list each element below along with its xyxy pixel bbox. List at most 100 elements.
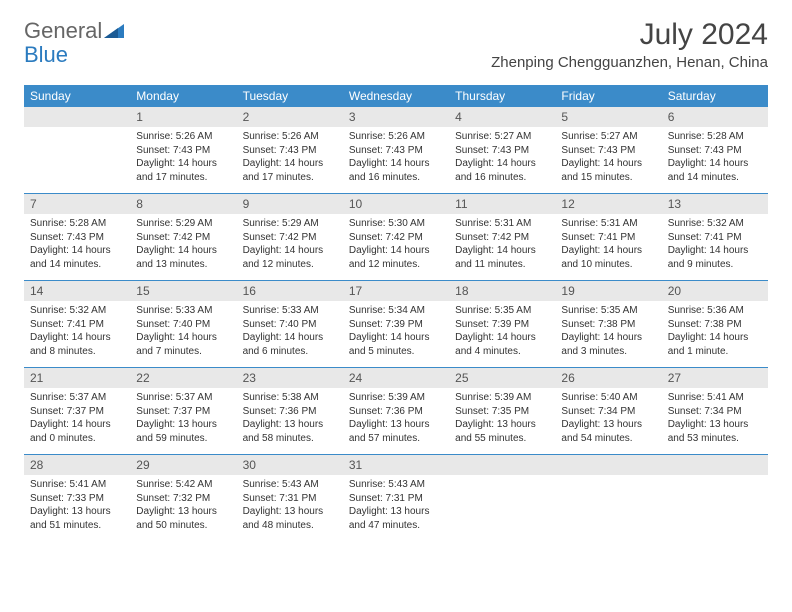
day-line: Sunset: 7:38 PM	[668, 318, 762, 332]
day-body: Sunrise: 5:41 AMSunset: 7:34 PMDaylight:…	[662, 388, 768, 449]
day-line: Sunset: 7:43 PM	[243, 144, 337, 158]
day-line: Sunrise: 5:33 AM	[136, 304, 230, 318]
day-cell: 11Sunrise: 5:31 AMSunset: 7:42 PMDayligh…	[449, 194, 555, 280]
day-line: Daylight: 13 hours and 48 minutes.	[243, 505, 337, 532]
day-line: Sunrise: 5:27 AM	[561, 130, 655, 144]
day-cell: 13Sunrise: 5:32 AMSunset: 7:41 PMDayligh…	[662, 194, 768, 280]
day-line: Sunrise: 5:28 AM	[30, 217, 124, 231]
day-cell: 15Sunrise: 5:33 AMSunset: 7:40 PMDayligh…	[130, 281, 236, 367]
day-number: 29	[130, 455, 236, 475]
day-cell: 23Sunrise: 5:38 AMSunset: 7:36 PMDayligh…	[237, 368, 343, 454]
day-cell: 14Sunrise: 5:32 AMSunset: 7:41 PMDayligh…	[24, 281, 130, 367]
day-line: Sunset: 7:31 PM	[243, 492, 337, 506]
weekday-cell: Monday	[130, 85, 236, 107]
day-cell: 29Sunrise: 5:42 AMSunset: 7:32 PMDayligh…	[130, 455, 236, 541]
day-line: Sunset: 7:40 PM	[243, 318, 337, 332]
day-number: 2	[237, 107, 343, 127]
day-number: 20	[662, 281, 768, 301]
day-line: Daylight: 14 hours and 7 minutes.	[136, 331, 230, 358]
day-line: Daylight: 14 hours and 10 minutes.	[561, 244, 655, 271]
day-line: Daylight: 14 hours and 1 minute.	[668, 331, 762, 358]
day-body: Sunrise: 5:31 AMSunset: 7:41 PMDaylight:…	[555, 214, 661, 275]
logo-text-2: Blue	[24, 42, 68, 67]
day-number: 1	[130, 107, 236, 127]
day-line: Daylight: 14 hours and 16 minutes.	[349, 157, 443, 184]
day-line: Daylight: 14 hours and 14 minutes.	[30, 244, 124, 271]
day-line: Sunrise: 5:37 AM	[30, 391, 124, 405]
day-body: Sunrise: 5:33 AMSunset: 7:40 PMDaylight:…	[237, 301, 343, 362]
day-number: 10	[343, 194, 449, 214]
day-line: Sunset: 7:42 PM	[243, 231, 337, 245]
day-line: Sunrise: 5:29 AM	[243, 217, 337, 231]
weekday-cell: Wednesday	[343, 85, 449, 107]
day-number: 3	[343, 107, 449, 127]
day-cell: 2Sunrise: 5:26 AMSunset: 7:43 PMDaylight…	[237, 107, 343, 193]
day-line: Sunset: 7:31 PM	[349, 492, 443, 506]
day-body: Sunrise: 5:33 AMSunset: 7:40 PMDaylight:…	[130, 301, 236, 362]
day-line: Daylight: 14 hours and 14 minutes.	[668, 157, 762, 184]
day-line: Sunrise: 5:43 AM	[349, 478, 443, 492]
day-line: Daylight: 13 hours and 59 minutes.	[136, 418, 230, 445]
day-number	[449, 455, 555, 475]
day-number	[555, 455, 661, 475]
day-body: Sunrise: 5:30 AMSunset: 7:42 PMDaylight:…	[343, 214, 449, 275]
day-number: 31	[343, 455, 449, 475]
day-line: Sunrise: 5:30 AM	[349, 217, 443, 231]
week-row: 21Sunrise: 5:37 AMSunset: 7:37 PMDayligh…	[24, 368, 768, 455]
day-body: Sunrise: 5:43 AMSunset: 7:31 PMDaylight:…	[237, 475, 343, 536]
day-line: Daylight: 14 hours and 12 minutes.	[243, 244, 337, 271]
day-line: Sunset: 7:43 PM	[30, 231, 124, 245]
day-cell: 22Sunrise: 5:37 AMSunset: 7:37 PMDayligh…	[130, 368, 236, 454]
day-line: Daylight: 13 hours and 47 minutes.	[349, 505, 443, 532]
day-body	[662, 475, 768, 482]
day-line: Daylight: 14 hours and 6 minutes.	[243, 331, 337, 358]
day-cell: 21Sunrise: 5:37 AMSunset: 7:37 PMDayligh…	[24, 368, 130, 454]
day-number: 23	[237, 368, 343, 388]
day-cell: 28Sunrise: 5:41 AMSunset: 7:33 PMDayligh…	[24, 455, 130, 541]
day-line: Daylight: 13 hours and 57 minutes.	[349, 418, 443, 445]
day-line: Sunset: 7:43 PM	[455, 144, 549, 158]
day-line: Daylight: 14 hours and 3 minutes.	[561, 331, 655, 358]
day-line: Sunset: 7:42 PM	[455, 231, 549, 245]
day-line: Daylight: 14 hours and 12 minutes.	[349, 244, 443, 271]
day-line: Sunrise: 5:34 AM	[349, 304, 443, 318]
day-line: Daylight: 13 hours and 51 minutes.	[30, 505, 124, 532]
day-number: 4	[449, 107, 555, 127]
logo-blue-row: Blue	[24, 42, 68, 68]
day-line: Sunrise: 5:35 AM	[561, 304, 655, 318]
day-line: Sunset: 7:40 PM	[136, 318, 230, 332]
day-line: Daylight: 14 hours and 11 minutes.	[455, 244, 549, 271]
day-line: Daylight: 14 hours and 9 minutes.	[668, 244, 762, 271]
day-line: Daylight: 14 hours and 15 minutes.	[561, 157, 655, 184]
day-number: 30	[237, 455, 343, 475]
day-line: Sunrise: 5:40 AM	[561, 391, 655, 405]
day-number: 12	[555, 194, 661, 214]
day-number	[24, 107, 130, 127]
day-cell: 3Sunrise: 5:26 AMSunset: 7:43 PMDaylight…	[343, 107, 449, 193]
day-line: Sunrise: 5:43 AM	[243, 478, 337, 492]
day-cell: 20Sunrise: 5:36 AMSunset: 7:38 PMDayligh…	[662, 281, 768, 367]
day-line: Sunset: 7:37 PM	[136, 405, 230, 419]
day-cell: 5Sunrise: 5:27 AMSunset: 7:43 PMDaylight…	[555, 107, 661, 193]
weekday-cell: Tuesday	[237, 85, 343, 107]
day-cell: 7Sunrise: 5:28 AMSunset: 7:43 PMDaylight…	[24, 194, 130, 280]
day-number: 28	[24, 455, 130, 475]
month-title: July 2024	[491, 18, 768, 52]
day-number: 5	[555, 107, 661, 127]
day-line: Sunset: 7:35 PM	[455, 405, 549, 419]
day-line: Sunrise: 5:26 AM	[349, 130, 443, 144]
day-body: Sunrise: 5:35 AMSunset: 7:38 PMDaylight:…	[555, 301, 661, 362]
day-cell: 9Sunrise: 5:29 AMSunset: 7:42 PMDaylight…	[237, 194, 343, 280]
day-line: Daylight: 14 hours and 17 minutes.	[136, 157, 230, 184]
day-cell: 30Sunrise: 5:43 AMSunset: 7:31 PMDayligh…	[237, 455, 343, 541]
day-cell	[24, 107, 130, 193]
day-cell: 16Sunrise: 5:33 AMSunset: 7:40 PMDayligh…	[237, 281, 343, 367]
day-body: Sunrise: 5:39 AMSunset: 7:35 PMDaylight:…	[449, 388, 555, 449]
day-line: Sunrise: 5:37 AM	[136, 391, 230, 405]
day-line: Daylight: 14 hours and 5 minutes.	[349, 331, 443, 358]
day-line: Sunset: 7:33 PM	[30, 492, 124, 506]
day-line: Sunrise: 5:32 AM	[30, 304, 124, 318]
day-line: Sunset: 7:41 PM	[30, 318, 124, 332]
day-cell: 25Sunrise: 5:39 AMSunset: 7:35 PMDayligh…	[449, 368, 555, 454]
day-body: Sunrise: 5:27 AMSunset: 7:43 PMDaylight:…	[555, 127, 661, 188]
